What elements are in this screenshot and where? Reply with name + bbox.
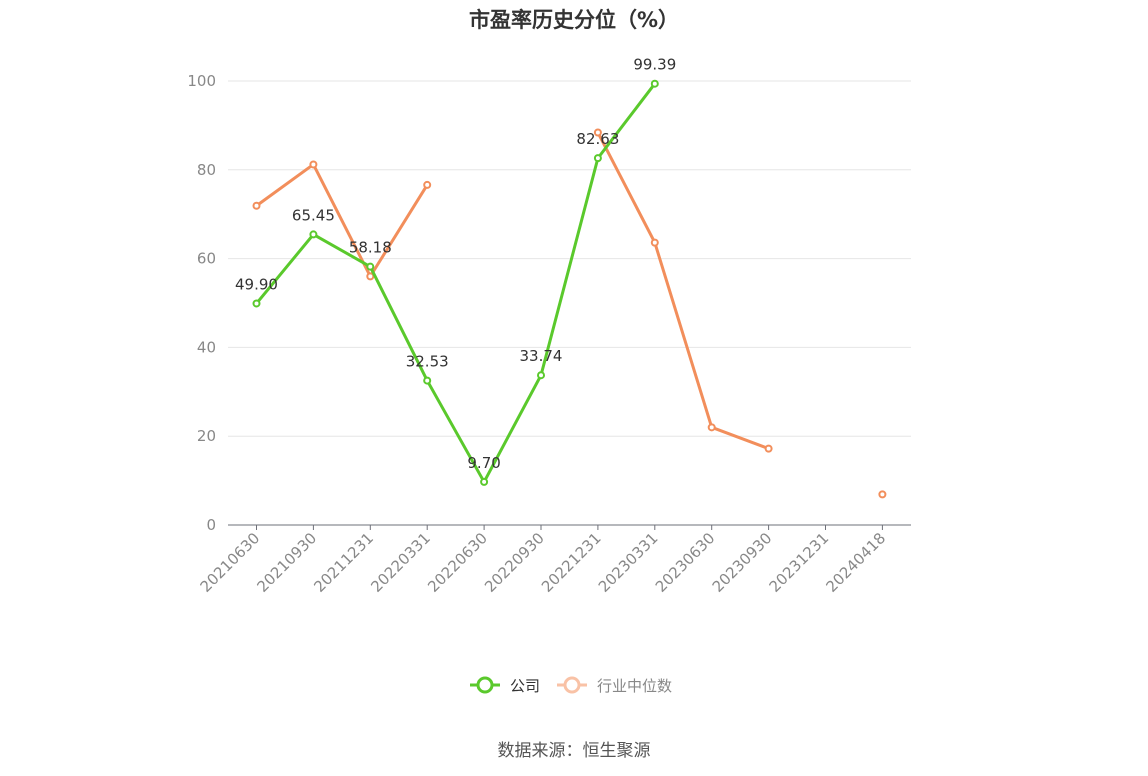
data-point [309,160,318,169]
data-point [423,180,432,189]
data-label: 9.70 [467,454,500,472]
x-tick-label: 20240418 [823,529,890,596]
x-tick-label: 20230930 [709,529,776,596]
y-tick-label: 80 [197,161,216,179]
data-point [650,79,659,88]
data-label: 99.39 [633,56,676,74]
source-note: 数据来源：恒生聚源 [497,741,651,761]
data-point [764,444,773,453]
x-tick-label: 20211231 [310,529,377,596]
data-label: 33.74 [520,347,563,365]
x-tick-label: 20230630 [652,529,719,596]
x-tick-label: 20221231 [538,529,605,596]
data-point [707,423,716,432]
x-tick-label: 20230331 [595,529,662,596]
chart-title: 市盈率历史分位（%） [468,8,680,32]
legend-marker [476,676,494,694]
data-point [593,128,602,137]
data-label: 82.63 [576,130,619,148]
legend-label: 公司 [510,677,540,695]
x-tick-label: 20231231 [766,529,833,596]
y-tick-label: 100 [187,72,216,90]
data-point [309,230,318,239]
data-point [366,272,375,281]
data-label: 65.45 [292,206,335,224]
data-label: 49.90 [235,275,278,293]
data-point [650,238,659,247]
y-tick-label: 0 [206,516,216,534]
series-line [255,82,656,484]
x-tick-label: 20210930 [254,529,321,596]
y-tick-label: 40 [197,338,216,356]
legend-marker [563,676,581,694]
data-label: 58.18 [349,239,392,257]
data-point [537,371,545,380]
data-point [423,376,432,385]
data-point [252,201,261,210]
y-tick-label: 60 [197,250,216,268]
x-tick-label: 20220930 [481,529,548,596]
x-tick-label: 20210630 [197,529,264,596]
data-label: 32.53 [406,353,449,371]
data-point [252,299,261,308]
series-line [596,131,770,451]
data-point [366,262,375,271]
series-line [255,162,429,278]
data-point [480,477,489,486]
data-point [878,490,887,499]
data-point [593,154,602,163]
y-tick-label: 20 [197,427,216,445]
legend-label: 行业中位数 [597,677,672,695]
x-tick-label: 20220630 [424,529,491,596]
x-tick-label: 20220331 [367,529,434,596]
